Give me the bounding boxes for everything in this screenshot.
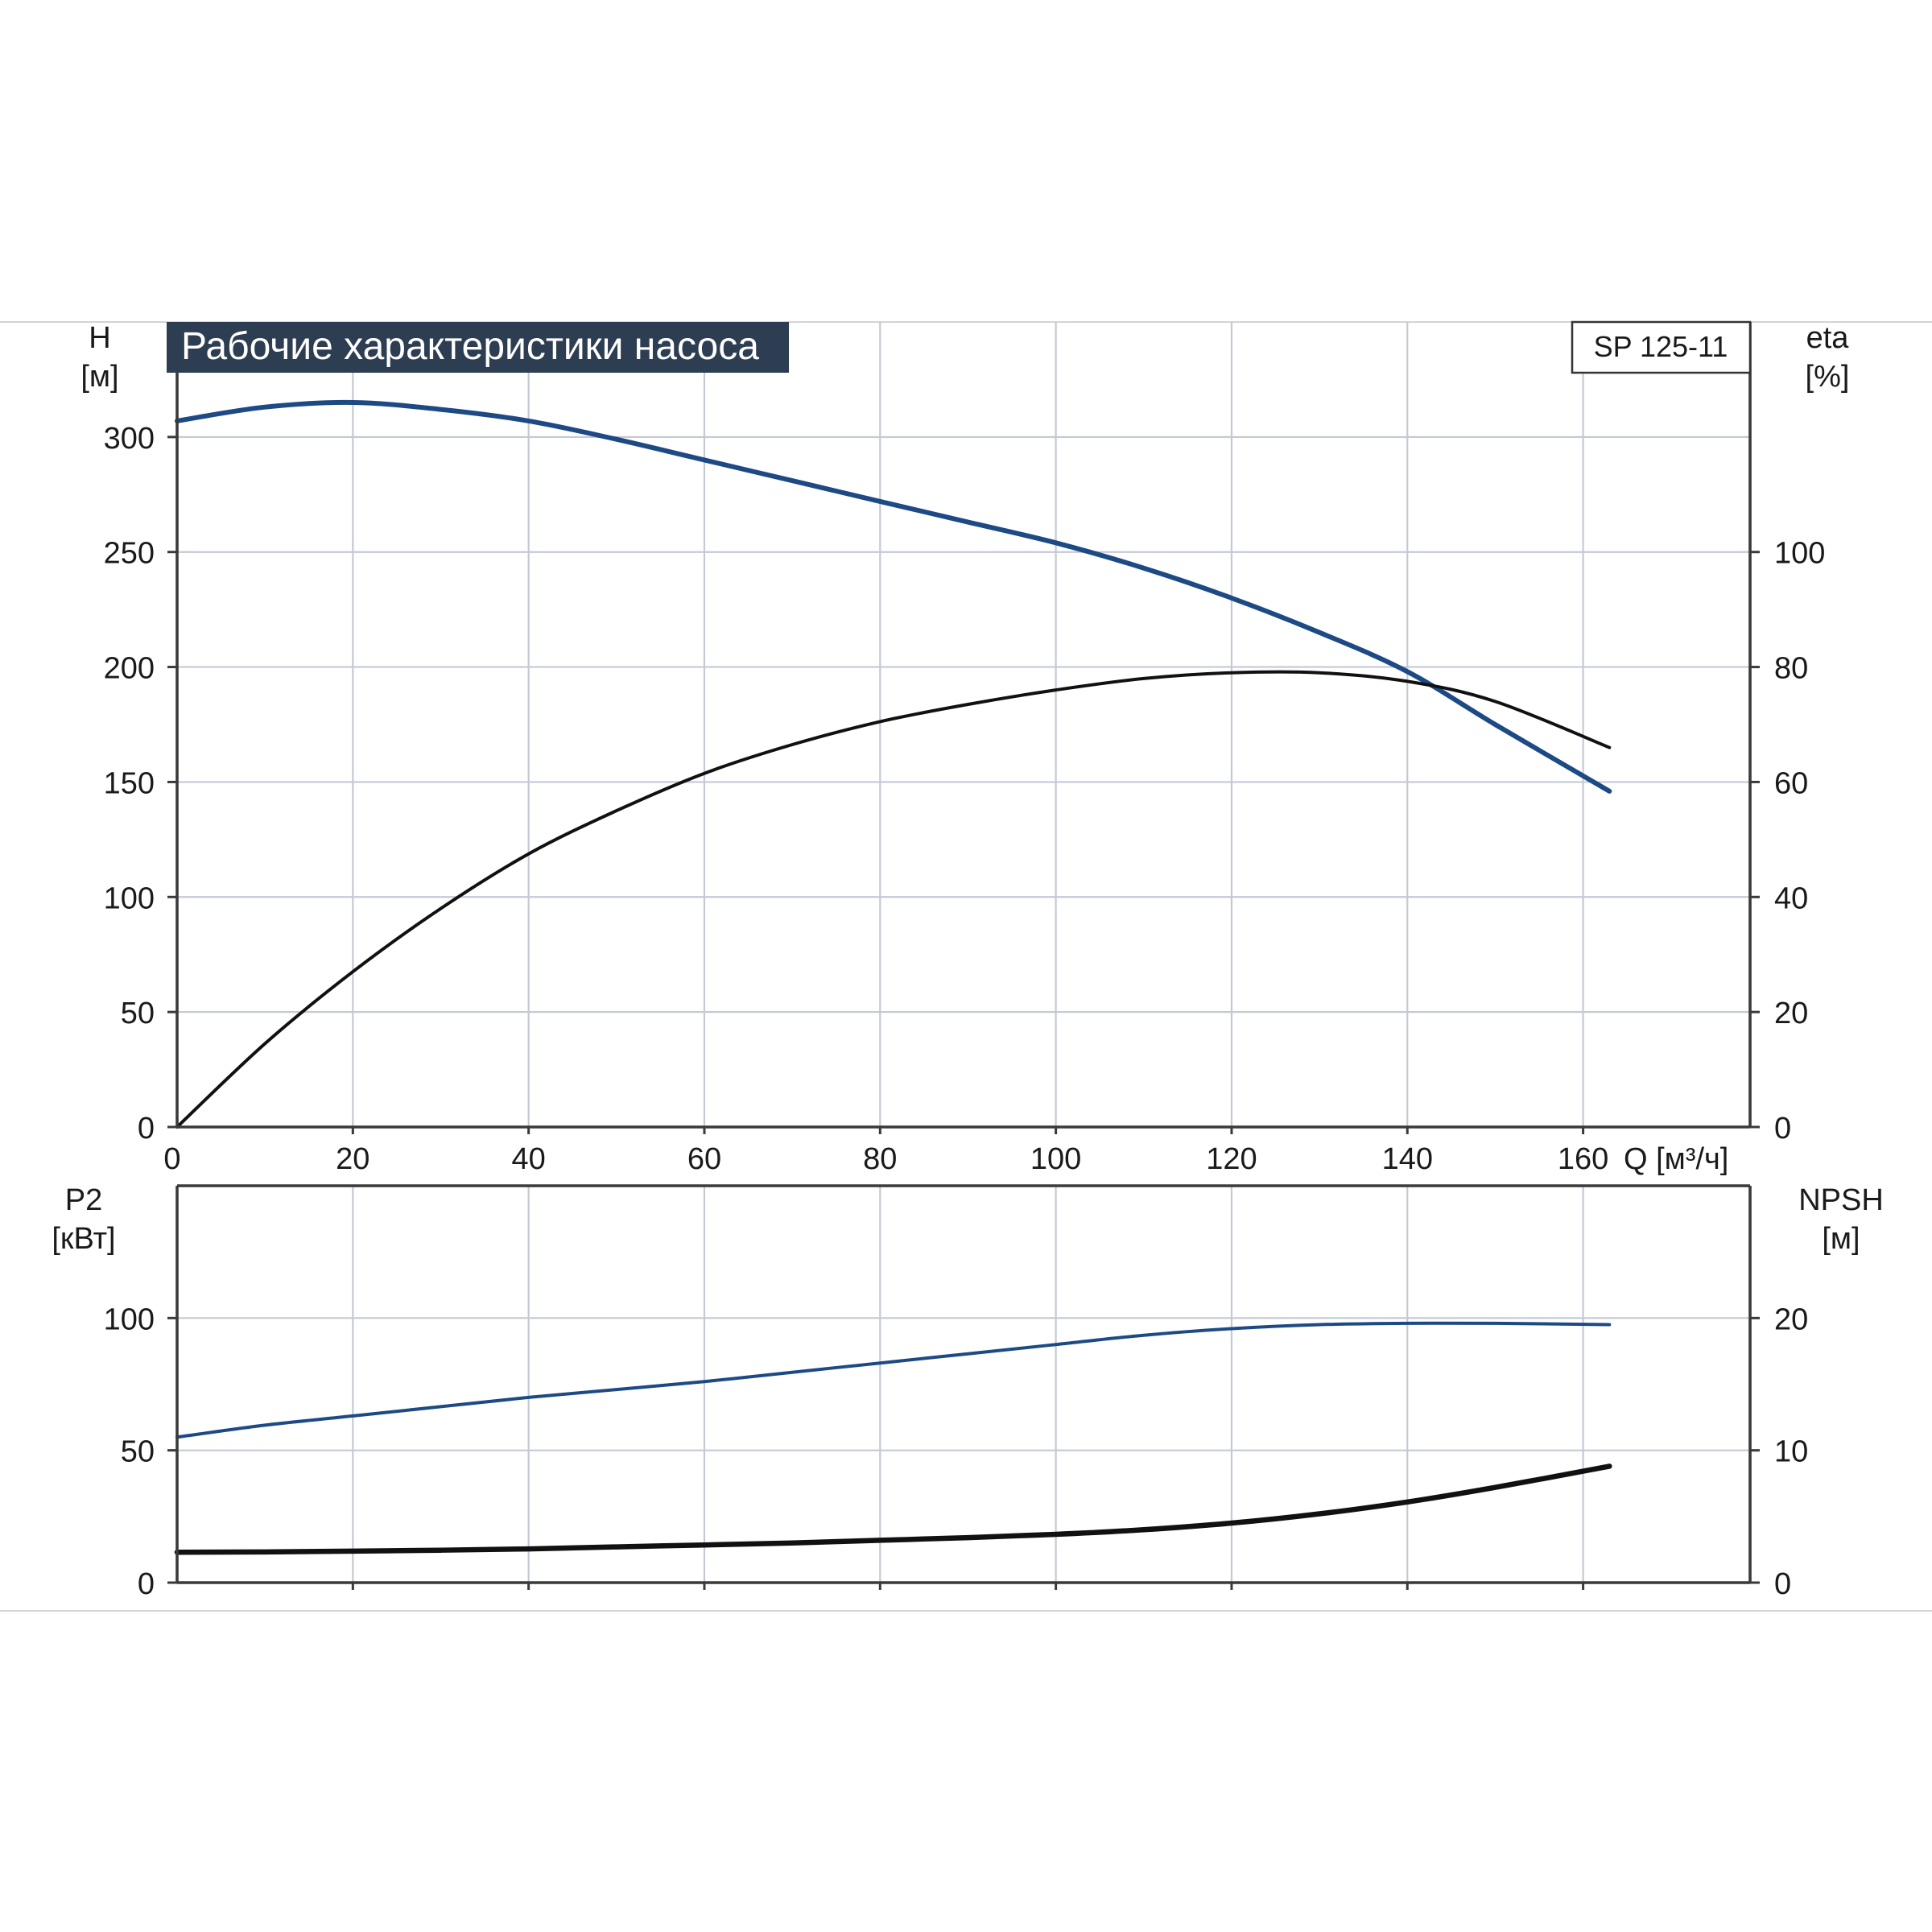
chart-title: Рабочие характеристики насоса	[181, 325, 759, 368]
left-axis-unit-top: [м]	[80, 360, 118, 394]
right-axis-title-bottom: NPSH	[1798, 1183, 1884, 1217]
right-axis-unit-top: [%]	[1806, 360, 1850, 394]
right-axis-unit-bottom: [м]	[1822, 1222, 1860, 1256]
x-tick-label: 60	[687, 1142, 721, 1176]
bottom-right-tick-label: 10	[1774, 1435, 1808, 1469]
top-left-tick-label: 150	[104, 766, 155, 800]
bottom-left-tick-label: 0	[138, 1567, 155, 1601]
x-tick-label: 120	[1206, 1142, 1257, 1176]
top-right-tick-label: 0	[1774, 1112, 1791, 1146]
bottom-right-axis-series-line	[174, 1463, 1612, 1555]
top-left-axis-series-line	[175, 399, 1612, 794]
top-right-tick-label: 40	[1774, 881, 1808, 915]
top-left-tick-label: 100	[104, 881, 155, 915]
bottom-left-tick-label: 100	[104, 1302, 155, 1336]
title-background	[167, 322, 789, 373]
top-left-tick-label: 50	[121, 997, 155, 1030]
top-left-tick-label: 0	[138, 1112, 155, 1146]
model-label-box	[1571, 320, 1752, 374]
x-tick-label: 100	[1030, 1142, 1081, 1176]
top-right-tick-label: 20	[1774, 997, 1808, 1030]
x-tick-label: 0	[163, 1142, 180, 1176]
left-axis-title-bottom: P2	[65, 1183, 102, 1217]
top-left-tick-label: 250	[104, 537, 155, 571]
x-tick-label: 160	[1558, 1142, 1608, 1176]
x-tick-label: 80	[863, 1142, 897, 1176]
top-right-tick-label: 80	[1774, 652, 1808, 686]
bottom-right-tick-label: 0	[1774, 1567, 1791, 1601]
bottom-series-group	[174, 1321, 1612, 1555]
bottom-left-tick-label: 50	[121, 1435, 155, 1469]
x-axis-title: Q [м³/ч]	[1624, 1142, 1728, 1176]
left-axis-unit-bottom: [кВт]	[52, 1222, 115, 1256]
bottom-left-axis-series-line	[175, 1321, 1612, 1439]
right-axis-title-top: eta	[1806, 321, 1850, 355]
left-axis-title-top: H	[89, 321, 110, 355]
bottom-grid	[177, 1186, 1750, 1583]
tick-labels-group: 0 20 40 60 80 100 120 140 1600501001502002503000…	[104, 422, 1826, 1601]
x-tick-label: 40	[512, 1142, 546, 1176]
top-series-group	[175, 399, 1612, 1129]
bottom-right-tick-label: 20	[1774, 1302, 1808, 1336]
top-right-tick-label: 100	[1774, 537, 1825, 571]
top-left-tick-label: 200	[104, 652, 155, 686]
axes-group	[167, 322, 1760, 1590]
top-right-axis-series-line	[175, 670, 1612, 1129]
top-left-tick-label: 300	[104, 422, 155, 456]
x-tick-label: 140	[1382, 1142, 1433, 1176]
x-tick-label: 20	[336, 1142, 369, 1176]
top-right-tick-label: 60	[1774, 766, 1808, 800]
top-grid	[177, 322, 1750, 1127]
model-label: SP 125-11	[1594, 330, 1728, 363]
